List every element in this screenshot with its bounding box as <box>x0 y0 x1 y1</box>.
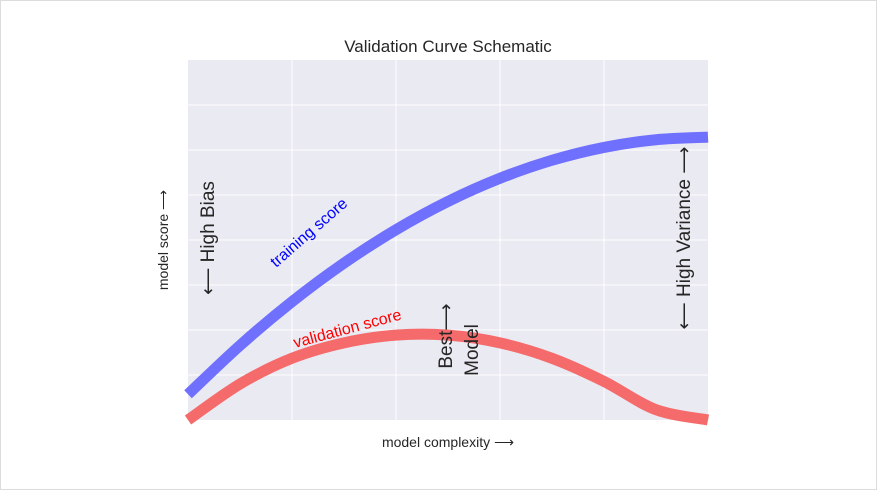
chart-title: Validation Curve Schematic <box>344 37 552 56</box>
x-axis-label: model complexity ⟶ <box>382 434 514 450</box>
validation-score-curve <box>184 328 710 426</box>
curves <box>184 131 710 426</box>
high-bias-annotation: ⟵ High Bias <box>198 181 219 295</box>
best-model-annotation-line2: Model <box>462 324 483 376</box>
high-variance-annotation: ⟵ High Variance ⟶ <box>674 147 695 330</box>
grid-lines <box>188 60 708 420</box>
training-score-curve <box>184 131 709 399</box>
y-axis-label: model score ⟶ <box>155 190 171 290</box>
best-model-annotation-line1: Best⟶ <box>436 303 457 368</box>
